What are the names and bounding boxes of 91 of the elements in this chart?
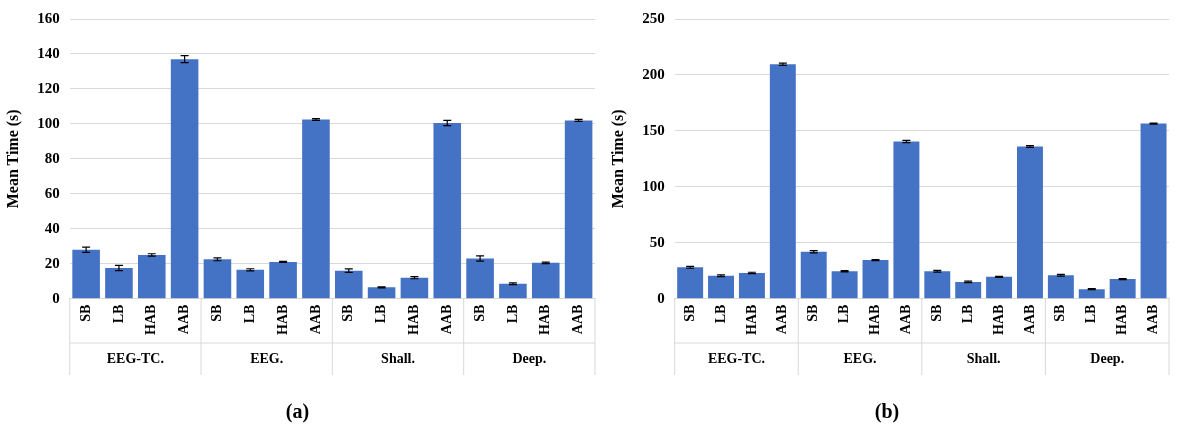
bar: [738, 272, 765, 299]
x-tick-label: HAB: [406, 304, 422, 336]
y-axis-title: Mean Time (s): [3, 109, 22, 209]
bar: [367, 287, 396, 299]
bar: [831, 271, 858, 299]
bar: [433, 123, 462, 299]
bar: [400, 277, 429, 299]
x-tick-label: SB: [681, 304, 697, 322]
y-tick-label: 140: [37, 44, 60, 61]
bar: [708, 275, 735, 299]
x-tick-label: LB: [504, 304, 520, 324]
x-tick-label: SB: [1052, 304, 1068, 322]
x-tick-label: HAB: [867, 304, 883, 336]
y-tick-label: 50: [649, 233, 665, 250]
text: Deep.: [512, 350, 547, 366]
x-tick-label: HAB: [990, 304, 1006, 336]
bar: [1017, 146, 1043, 299]
y-tick-label: 200: [642, 65, 665, 82]
bar: [531, 262, 560, 299]
bar: [893, 141, 920, 299]
bar: [955, 281, 982, 299]
x-tick-label: AAB: [438, 304, 454, 335]
bar: [236, 269, 265, 299]
y-tick-label: 160: [37, 9, 60, 26]
bar: [769, 64, 796, 299]
x-tick-label: HAB: [743, 304, 759, 336]
bar: [986, 276, 1013, 299]
x-tick-label: HAB: [537, 304, 553, 336]
text: EEG.: [843, 350, 877, 366]
bar: [800, 251, 827, 299]
bar: [1078, 289, 1105, 299]
x-tick-label: LB: [959, 304, 975, 324]
bar: [1109, 279, 1136, 299]
y-tick-label: 0: [52, 289, 60, 306]
bar: [564, 120, 593, 299]
x-tick-label: AAB: [176, 304, 192, 335]
x-tick-label: SB: [209, 304, 225, 322]
bar: [302, 119, 330, 299]
y-tick-label: 120: [37, 79, 60, 96]
bar: [72, 249, 100, 299]
text: EEG-TC.: [707, 350, 766, 366]
bar: [1140, 123, 1167, 299]
text: Shall.: [966, 350, 1001, 366]
y-tick-label: 100: [37, 114, 60, 131]
x-tick-label: HAB: [274, 304, 290, 336]
x-tick-label: SB: [340, 304, 356, 322]
bar: [170, 59, 199, 299]
x-tick-label: AAB: [307, 304, 323, 335]
bar: [334, 270, 363, 299]
x-tick-label: HAB: [143, 304, 159, 336]
text: Deep.: [1090, 350, 1125, 366]
bar: [137, 254, 166, 299]
x-tick-label: SB: [928, 304, 944, 322]
x-tick-label: LB: [241, 304, 257, 324]
y-tick-label: 20: [44, 254, 60, 271]
x-tick-label: SB: [471, 304, 487, 322]
y-tick-label: 80: [44, 149, 60, 166]
text: Shall.: [381, 350, 415, 366]
text: (a): [285, 400, 310, 424]
x-tick-label: HAB: [1114, 304, 1130, 336]
x-tick-label: AAB: [774, 304, 790, 335]
bar: [1047, 275, 1074, 299]
x-tick-label: AAB: [1145, 304, 1161, 335]
x-tick-label: LB: [1083, 304, 1099, 324]
bar: [499, 283, 527, 299]
text: EEG-TC.: [106, 350, 164, 366]
bar: [466, 258, 494, 299]
x-tick-label: LB: [712, 304, 728, 324]
y-tick-label: 0: [657, 289, 665, 306]
x-tick-label: SB: [805, 304, 821, 322]
y-tick-label: 60: [44, 184, 60, 201]
bar: [862, 260, 889, 299]
y-tick-label: 250: [642, 9, 665, 26]
text: (b): [874, 400, 900, 424]
x-tick-label: LB: [373, 304, 389, 324]
x-tick-label: AAB: [1021, 304, 1037, 335]
x-tick-label: LB: [836, 304, 852, 324]
bar: [203, 259, 232, 299]
bar: [924, 271, 951, 299]
bar: [269, 261, 297, 299]
y-tick-label: 100: [642, 177, 665, 194]
x-tick-label: AAB: [898, 304, 914, 335]
text: EEG.: [250, 350, 284, 366]
y-tick-label: 150: [642, 121, 665, 138]
x-tick-label: SB: [77, 304, 93, 322]
y-tick-label: 40: [44, 219, 60, 236]
bar: [105, 268, 133, 299]
x-tick-label: LB: [110, 304, 126, 324]
y-axis-title: Mean Time (s): [608, 109, 627, 209]
bar: [677, 267, 704, 299]
x-tick-label: AAB: [570, 304, 586, 335]
